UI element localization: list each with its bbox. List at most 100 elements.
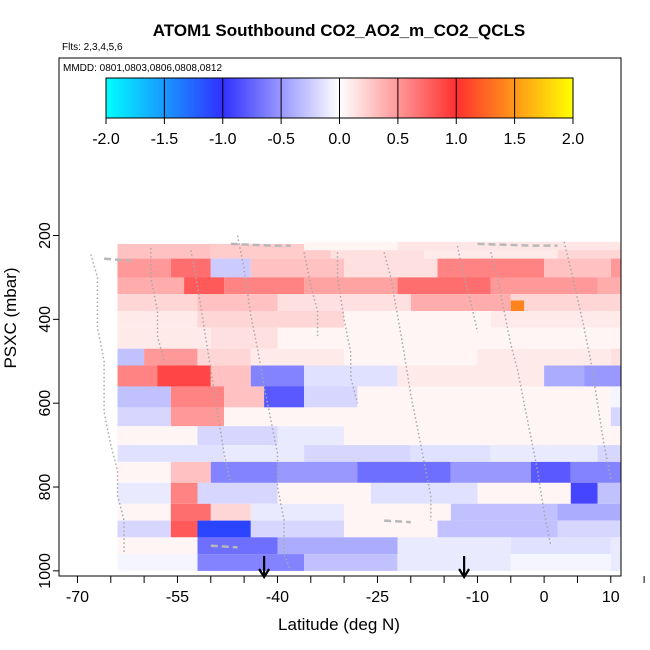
heatmap-cell xyxy=(477,482,571,504)
arrow-marker xyxy=(258,556,271,580)
heatmap-cell xyxy=(610,258,621,278)
heatmap-cell xyxy=(250,520,345,538)
heatmap-cell xyxy=(557,503,621,521)
colorbar-tick-label: 0.5 xyxy=(387,131,409,148)
heatmap-cell xyxy=(277,327,411,349)
flight-track xyxy=(383,252,432,521)
heatmap-cell xyxy=(197,537,278,555)
x-axis-label: Latitude (deg N) xyxy=(278,615,400,634)
heatmap-cell xyxy=(357,461,451,483)
heatmap-cell xyxy=(304,277,398,295)
y-tick-label: 800 xyxy=(37,474,54,501)
heatmap-cell xyxy=(224,386,265,408)
heatmap-cell xyxy=(610,554,621,571)
heatmap-cell xyxy=(450,461,531,483)
heatmap-cell xyxy=(344,426,411,446)
dates-label: MMDD: 0801,0803,0806,0808,0812 xyxy=(63,63,222,74)
heatmap-cell xyxy=(477,386,611,408)
heatmap-cell xyxy=(144,348,198,366)
flight-track xyxy=(236,235,292,572)
heatmap-cell xyxy=(344,258,438,278)
heatmap-cell xyxy=(304,241,398,251)
plot-frame xyxy=(58,57,622,577)
heatmap-cell xyxy=(410,445,491,462)
heatmap-cell xyxy=(277,461,358,483)
heatmap-cell xyxy=(344,407,491,427)
heatmap-cell xyxy=(117,554,198,571)
heatmap-cell xyxy=(544,426,621,446)
flight-track xyxy=(150,248,165,362)
heatmap-cells xyxy=(117,241,621,571)
heatmap-cell xyxy=(344,348,478,366)
heatmap-cell xyxy=(410,294,511,311)
heatmap-cell xyxy=(264,386,305,408)
y-tick-label: 1000 xyxy=(37,553,54,589)
heatmap-cell xyxy=(224,277,305,295)
heatmap-cell xyxy=(397,365,545,387)
heatmap-cell xyxy=(510,554,611,571)
flights-label: Flts: 2,3,4,5,6 xyxy=(62,42,123,53)
heatmap-cell xyxy=(490,445,598,462)
heatmap-cell xyxy=(184,277,225,295)
heatmap-cell xyxy=(344,503,451,521)
heatmap-cell xyxy=(277,537,398,555)
colorbar: -2.0 -1.5 -1.0 -0.5 0.0 0.5 1.0 1.5 2.0 xyxy=(92,77,584,148)
heatmap-cell xyxy=(437,258,545,278)
flight-track xyxy=(490,252,552,546)
heatmap-cell xyxy=(250,348,345,366)
heatmap-cell xyxy=(117,243,211,259)
heatmap-cell xyxy=(344,311,491,328)
heatmap-cell xyxy=(210,365,251,387)
flight-track-segment xyxy=(384,519,411,524)
flight-tracks xyxy=(90,235,612,572)
flight-track xyxy=(190,250,232,483)
y-tick-label: 200 xyxy=(37,222,54,249)
heatmap-cell xyxy=(117,426,198,446)
arrow-marker xyxy=(458,556,471,580)
heatmap-cell xyxy=(117,386,171,408)
heatmap-cell xyxy=(510,537,611,555)
colorbar-tick-label: 1.0 xyxy=(445,131,467,148)
heatmap-cell xyxy=(610,386,621,408)
heatmap-cell xyxy=(597,277,621,295)
heatmap-cell xyxy=(197,482,278,504)
heatmap-cell xyxy=(410,327,621,349)
heatmap-cell xyxy=(210,243,331,259)
heatmap-cell xyxy=(224,407,345,427)
flight-track-segment xyxy=(477,242,558,247)
heatmap-cell xyxy=(170,503,211,521)
flight-track-segment xyxy=(210,544,238,549)
heatmap-cell xyxy=(397,277,491,295)
colorbar-tick-label: -1.5 xyxy=(151,131,179,148)
flight-track xyxy=(336,252,359,404)
heatmap-cell xyxy=(610,407,621,427)
flight-track-segment xyxy=(103,257,131,262)
x-tick-label: -40 xyxy=(266,589,289,606)
heatmap-cell xyxy=(610,537,621,555)
x-axis: -70-55-40-25-1001020304050607080 xyxy=(66,576,645,606)
heatmap-cell xyxy=(197,311,345,328)
colorbar-tick-label: 0.0 xyxy=(328,131,350,148)
heatmap-cell xyxy=(117,327,211,349)
heatmap-cell xyxy=(170,520,198,538)
heatmap-cell xyxy=(250,365,305,387)
heatmap-cell xyxy=(197,348,251,366)
x-tick-label: -10 xyxy=(466,589,489,606)
chart-title: ATOM1 Southbound CO2_AO2_m_CO2_QCLS xyxy=(153,21,525,40)
heatmap-cell xyxy=(530,461,571,483)
heatmap-cell xyxy=(197,520,251,538)
x-tick-label: -70 xyxy=(66,589,89,606)
heatmap-cell xyxy=(370,482,478,504)
heatmap-cell xyxy=(210,461,278,483)
heatmap-cell xyxy=(117,461,171,483)
heatmap-cell xyxy=(117,277,185,295)
y-axis: 200 400 600 800 1000 xyxy=(37,222,59,589)
heatmap-cell xyxy=(277,294,411,311)
flight-track xyxy=(303,252,319,337)
heatmap-cell xyxy=(610,348,621,366)
flight-track-segment xyxy=(230,242,291,247)
heatmap-cell xyxy=(397,537,511,555)
x-tick-label: -55 xyxy=(166,589,189,606)
